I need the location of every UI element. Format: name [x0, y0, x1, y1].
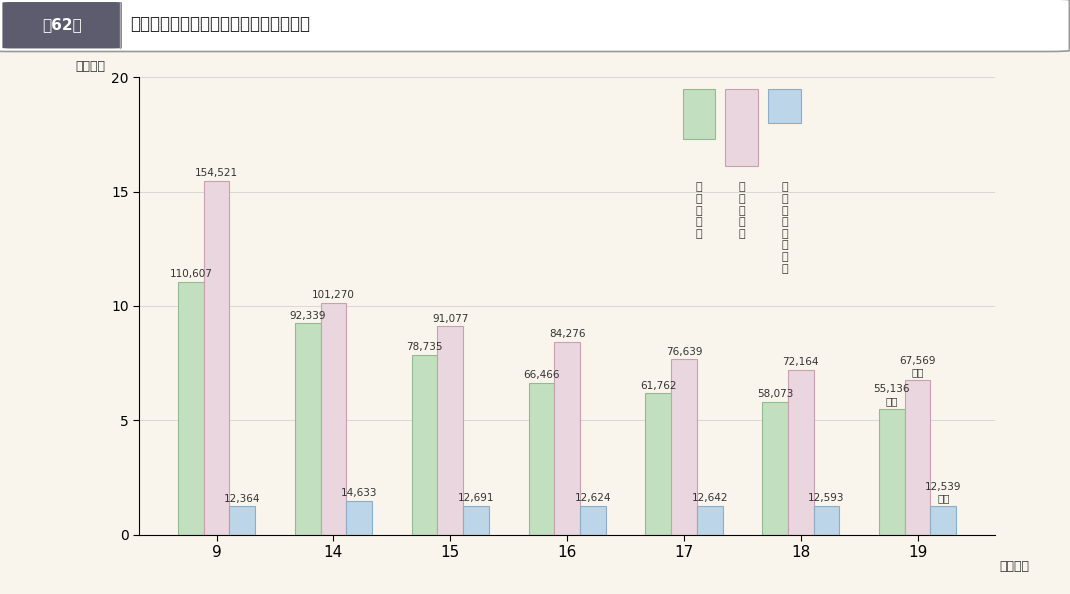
Bar	[229, 506, 255, 535]
Text: 55,136
億円: 55,136 億円	[874, 384, 911, 406]
Bar	[347, 501, 372, 535]
Text: 第62図: 第62図	[42, 17, 82, 31]
Bar	[768, 89, 800, 123]
Text: 72,164: 72,164	[782, 357, 819, 367]
Text: （年度）: （年度）	[999, 560, 1029, 573]
Bar	[762, 402, 788, 535]
FancyBboxPatch shape	[0, 0, 1069, 52]
Text: 12,364: 12,364	[224, 494, 260, 504]
Text: 12,539
億円: 12,539 億円	[926, 482, 962, 503]
Text: 84,276: 84,276	[549, 329, 585, 339]
Bar	[438, 326, 463, 535]
FancyBboxPatch shape	[2, 2, 122, 49]
Bar	[321, 303, 347, 535]
Bar	[554, 342, 580, 535]
Text: 12,624: 12,624	[575, 493, 611, 503]
Text: 110,607: 110,607	[169, 269, 212, 279]
Bar	[203, 181, 229, 535]
Text: 101,270: 101,270	[312, 290, 355, 300]
Text: 12,642: 12,642	[691, 493, 728, 503]
Text: 補
助
事
業
費: 補 助 事 業 費	[696, 182, 702, 239]
Bar	[725, 89, 758, 166]
Text: 普通建設事業費の推移（その１　純計）: 普通建設事業費の推移（その１ 純計）	[131, 15, 310, 33]
Text: 単
独
事
業
費: 単 独 事 業 費	[738, 182, 745, 239]
Text: 12,593: 12,593	[808, 493, 844, 503]
Bar	[683, 89, 715, 139]
Bar	[697, 505, 722, 535]
Bar	[931, 506, 957, 535]
Bar	[788, 369, 813, 535]
Bar	[580, 505, 606, 535]
Text: 58,073: 58,073	[756, 389, 793, 399]
Text: 12,691: 12,691	[458, 493, 494, 503]
Bar	[813, 506, 839, 535]
Bar	[529, 383, 554, 535]
Text: 66,466: 66,466	[523, 370, 560, 380]
Text: 国
直
轄
事
業
負
担
金: 国 直 轄 事 業 負 担 金	[781, 182, 788, 274]
Text: 67,569
億円: 67,569 億円	[900, 356, 936, 377]
Text: 76,639: 76,639	[666, 346, 702, 356]
Text: 91,077: 91,077	[432, 314, 469, 324]
Bar	[905, 380, 931, 535]
Text: （兆円）: （兆円）	[75, 59, 105, 72]
Text: 154,521: 154,521	[195, 169, 239, 178]
Bar	[295, 323, 321, 535]
Text: 14,633: 14,633	[341, 488, 378, 498]
Text: 61,762: 61,762	[640, 381, 676, 391]
Bar	[880, 409, 905, 535]
Text: 78,735: 78,735	[407, 342, 443, 352]
Bar	[412, 355, 438, 535]
Bar	[463, 505, 489, 535]
Bar	[645, 393, 671, 535]
Bar	[671, 359, 697, 535]
Text: 92,339: 92,339	[290, 311, 326, 321]
Bar	[178, 282, 203, 535]
